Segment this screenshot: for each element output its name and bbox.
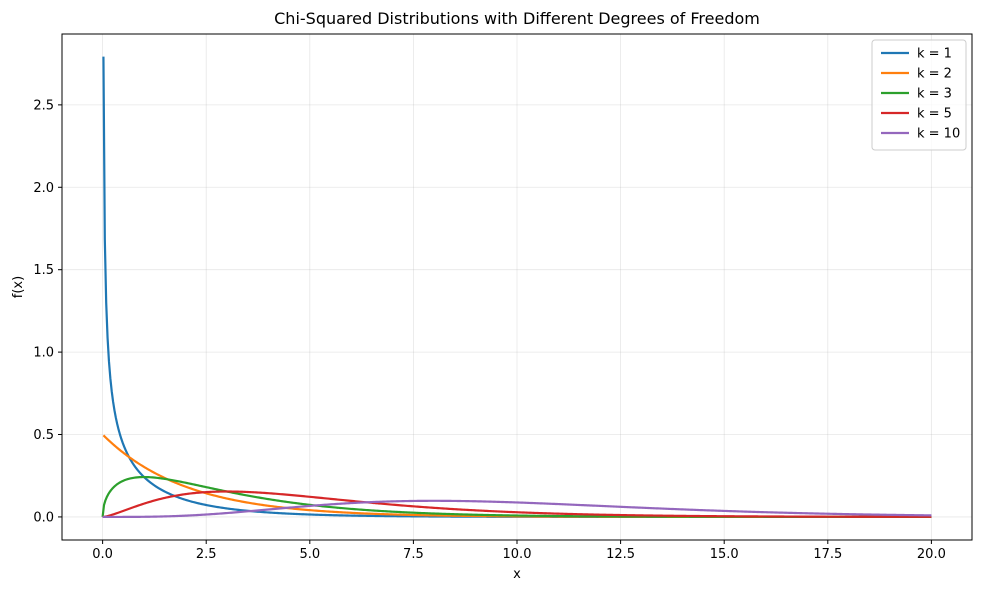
x-tick-label: 12.5 — [606, 547, 635, 562]
legend-label: k = 3 — [917, 87, 952, 102]
axis-ticks: 0.0 2.5 5.0 7.5 10.0 12.5 15.0 17.5 20.0 0.0 0.5 1.… — [33, 98, 946, 562]
legend: k = 1 k = 2 k = 3 k = 5 k = 10 — [871, 39, 967, 151]
legend-label: k = 2 — [917, 67, 952, 82]
x-axis-label: x — [513, 567, 521, 582]
x-tick-label: 10.0 — [503, 547, 532, 562]
y-tick-label: 0.0 — [33, 510, 54, 525]
legend-box — [871, 39, 967, 151]
legend-label: k = 1 — [917, 47, 952, 62]
y-axis-label: f(x) — [11, 276, 26, 298]
chart-title: Chi-Squared Distributions with Different… — [274, 9, 760, 28]
y-tick-label: 1.0 — [33, 346, 54, 361]
x-tick-label: 0.0 — [92, 547, 113, 562]
x-tick-label: 5.0 — [299, 547, 320, 562]
y-tick-label: 2.5 — [33, 98, 54, 113]
x-tick-label: 17.5 — [813, 547, 842, 562]
legend-label: k = 10 — [917, 127, 960, 142]
y-tick-label: 2.0 — [33, 181, 54, 196]
series-lines — [101, 56, 932, 519]
x-tick-label: 20.0 — [917, 547, 946, 562]
x-tick-label: 2.5 — [196, 547, 217, 562]
y-tick-label: 0.5 — [33, 428, 54, 443]
y-tick-label: 1.5 — [33, 263, 54, 278]
series-line-k5 — [102, 490, 932, 519]
x-tick-label: 15.0 — [710, 547, 739, 562]
legend-label: k = 5 — [917, 107, 952, 122]
x-tick-label: 7.5 — [403, 547, 424, 562]
series-line-k10 — [102, 499, 932, 519]
